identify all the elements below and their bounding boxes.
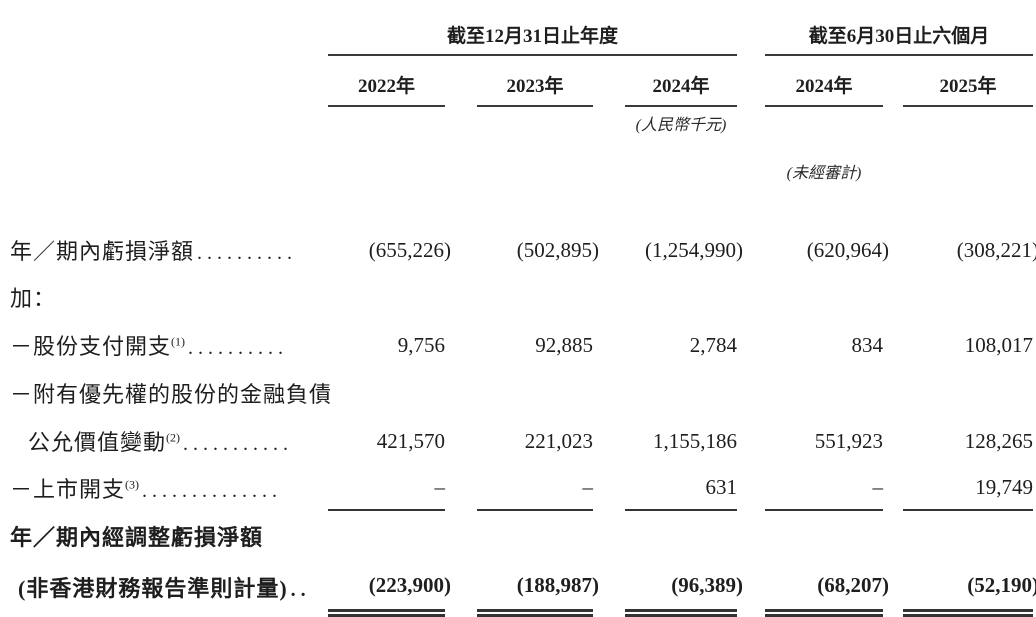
- value-cell: 421,570: [376, 428, 445, 453]
- currency-note: (人民幣千元): [635, 117, 727, 134]
- value-cell: 834: [851, 332, 884, 357]
- value-cell: (96,389): [625, 561, 743, 617]
- row-label-text: 年／期內經調整虧損淨額: [10, 524, 264, 550]
- table-row: [0, 193, 1033, 227]
- value-cell: (502,895): [516, 237, 599, 262]
- row-label: －上市開支(3)..............: [0, 465, 328, 510]
- row-label: (非香港財務報告準則計量)..: [0, 561, 328, 613]
- table-row: 截至12月31日止年度 截至6月30日止六個月: [0, 14, 1033, 56]
- leader-dots: ..........: [188, 337, 289, 359]
- value-cell: 1,155,186: [653, 428, 737, 453]
- year-column-header: 2025年: [903, 55, 1033, 107]
- table-row: －股份支付開支(1).......... 9,756 92,885 2,784 …: [0, 321, 1033, 369]
- value-cell: 221,023: [524, 428, 593, 453]
- value-cell: (188,987): [477, 561, 599, 617]
- value-cell: 128,265: [964, 428, 1033, 453]
- value-cell: (620,964): [806, 237, 889, 262]
- value-cell: 551,923: [814, 428, 883, 453]
- value-cell: 631: [625, 465, 737, 511]
- header-period-interim: 截至6月30日止六個月: [765, 14, 1033, 56]
- year-column-header: 2024年: [625, 55, 737, 107]
- value-cell: 92,885: [535, 332, 593, 357]
- row-label: 加：: [0, 273, 328, 321]
- row-label-text: －上市開支: [10, 476, 126, 502]
- table-row: 2022年 2023年 2024年 2024年 2025年: [0, 55, 1033, 107]
- table-row: 加：: [0, 273, 1033, 321]
- value-cell: (1,254,990): [645, 237, 743, 262]
- table-row: (未經審計): [0, 139, 1033, 193]
- leader-dots: ..: [290, 579, 311, 601]
- row-label-text: －附有優先權的股份的金融負債: [10, 382, 333, 407]
- value-cell: (308,221): [956, 237, 1036, 262]
- footnote-sup: (2): [166, 430, 181, 445]
- value-cell: –: [765, 465, 883, 511]
- year-column-header: 2023年: [477, 55, 593, 107]
- row-label-text: 加：: [10, 286, 57, 311]
- value-cell: (68,207): [765, 561, 889, 617]
- value-cell: 108,017: [964, 332, 1033, 357]
- table-row: 公允價值變動(2)........... 421,570 221,023 1,1…: [0, 417, 1033, 465]
- table-row: －附有優先權的股份的金融負債: [0, 369, 1033, 417]
- row-label-text: (非香港財務報告準則計量): [18, 576, 288, 601]
- row-label: 年／期內虧損淨額..........: [0, 227, 328, 273]
- footnote-sup: (3): [125, 477, 140, 492]
- row-label: 公允價值變動(2)...........: [0, 417, 328, 465]
- row-label-text: 年／期內虧損淨額: [10, 239, 195, 264]
- table-row: 年／期內經調整虧損淨額: [0, 510, 1033, 561]
- header-period-annual: 截至12月31日止年度: [328, 14, 737, 56]
- table-row: 年／期內虧損淨額.......... (655,226) (502,895) (…: [0, 227, 1036, 273]
- row-label-text: －股份支付開支: [10, 334, 172, 359]
- table-row: (人民幣千元): [0, 106, 1033, 139]
- row-label: －附有優先權的股份的金融負債: [0, 369, 331, 417]
- adjusted-net-loss-table: 截至12月31日止年度 截至6月30日止六個月 2022年 2023年 2024…: [0, 14, 1036, 617]
- table-row: (非香港財務報告準則計量).. (223,900) (188,987) (96,…: [0, 561, 1036, 617]
- leader-dots: ...........: [183, 433, 294, 455]
- value-cell: –: [477, 465, 593, 511]
- value-cell: (655,226): [368, 237, 451, 262]
- leader-dots: ..........: [197, 242, 298, 264]
- unaudited-note: (未經審計): [786, 165, 862, 182]
- value-cell: (223,900): [328, 561, 451, 617]
- value-cell: –: [328, 465, 445, 511]
- year-column-header: 2024年: [765, 55, 883, 107]
- table-row: －上市開支(3).............. – – 631 – 19,749: [0, 465, 1033, 511]
- spacer-cell: [737, 14, 765, 55]
- row-label: 年／期內經調整虧損淨額: [0, 510, 328, 561]
- value-cell: 2,784: [689, 332, 737, 357]
- spacer-cell: [0, 55, 328, 106]
- row-label-text: 公允價值變動: [28, 430, 167, 455]
- row-label: －股份支付開支(1)..........: [0, 321, 328, 369]
- footnote-sup: (1): [171, 334, 186, 349]
- spacer-cell: [0, 14, 328, 55]
- value-cell: 9,756: [397, 332, 445, 357]
- year-column-header: 2022年: [328, 55, 445, 107]
- value-cell: 19,749: [903, 465, 1033, 511]
- value-cell: (52,190): [903, 561, 1036, 617]
- leader-dots: ..............: [142, 479, 283, 502]
